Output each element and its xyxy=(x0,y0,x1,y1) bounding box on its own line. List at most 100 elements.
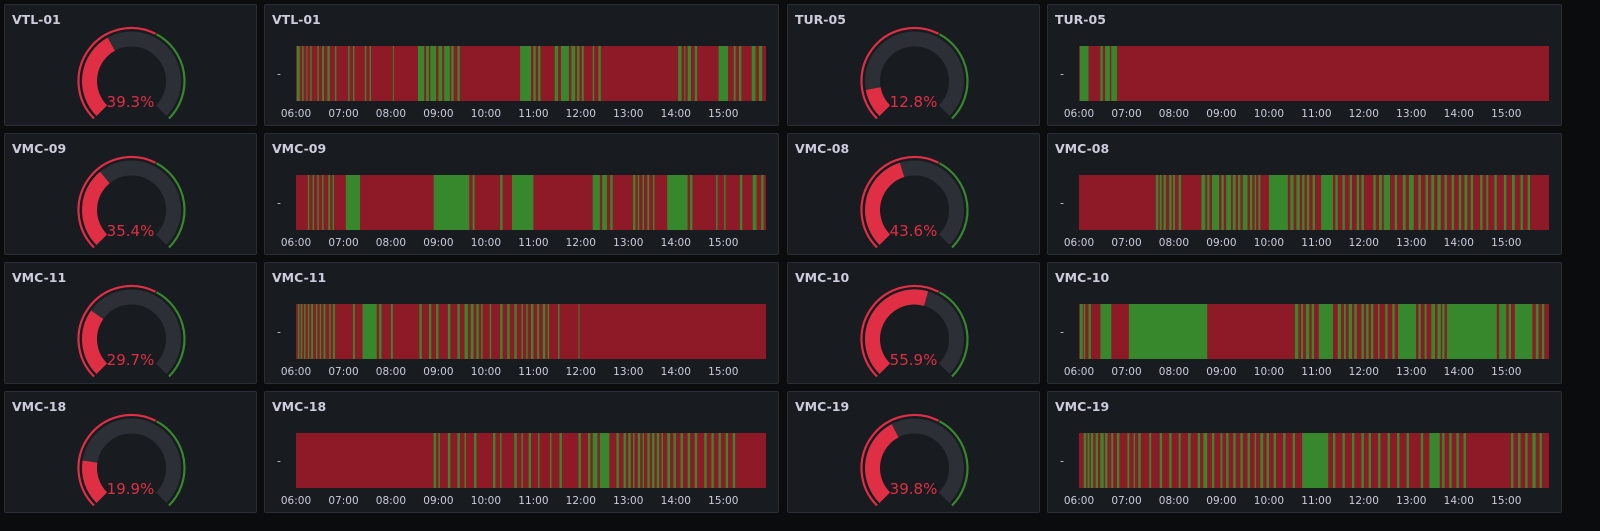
timeline-on-segment xyxy=(1387,433,1390,488)
timeline-on-segment xyxy=(571,46,576,101)
timeline-on-segment xyxy=(1431,175,1435,230)
timeline-on-segment xyxy=(1242,175,1248,230)
timeline-on-segment xyxy=(559,433,562,488)
gauge-panel[interactable]: TUR-05 12.8% xyxy=(787,4,1040,126)
state-timeline-panel[interactable]: VMC-10 - 06:00 07:00 08:00 09:00 10:00 11:00 12:… xyxy=(1047,262,1562,384)
timeline-on-segment xyxy=(1539,433,1542,488)
state-timeline-panel[interactable]: TUR-05 - 06:00 07:00 08:00 09:00 10:00 11:00 12:… xyxy=(1047,4,1562,126)
timeline-on-segment xyxy=(1249,175,1253,230)
timeline-on-segment xyxy=(680,433,683,488)
timeline-on-segment xyxy=(1273,433,1277,488)
timeline-panel-title: VMC-11 xyxy=(272,270,327,285)
timeline-on-segment xyxy=(739,175,743,230)
timeline-on-segment xyxy=(1238,175,1241,230)
timeline-on-segment xyxy=(493,433,496,488)
state-timeline-panel[interactable]: VMC-18 - 06:00 07:00 08:00 09:00 10:00 11:00 12:… xyxy=(264,391,779,513)
gauge-value: 19.9% xyxy=(106,480,155,498)
gauge-panel[interactable]: VMC-09 35.4% xyxy=(4,133,257,255)
gauge-value-arc xyxy=(865,424,899,503)
state-timeline-panel[interactable]: VMC-11 - 06:00 07:00 08:00 09:00 10:00 11:00 12:… xyxy=(264,262,779,384)
timeline-on-segment xyxy=(704,433,707,488)
time-tick-label: 08:00 xyxy=(376,366,406,378)
timeline-on-segment xyxy=(1418,175,1421,230)
time-tick-label: 14:00 xyxy=(661,366,691,378)
timeline-on-segment xyxy=(738,46,742,101)
timeline-on-segment xyxy=(481,304,483,359)
timeline-row-label: - xyxy=(277,68,281,81)
timeline-on-segment xyxy=(457,433,460,488)
timeline-on-segment xyxy=(1349,175,1352,230)
timeline-on-segment xyxy=(1429,433,1440,488)
gauge-chart xyxy=(860,155,969,249)
state-timeline-panel[interactable]: VMC-08 - 06:00 07:00 08:00 09:00 10:00 11:00 12:… xyxy=(1047,133,1562,255)
gauge-panel[interactable]: VMC-08 43.6% xyxy=(787,133,1040,255)
timeline-on-segment xyxy=(1354,304,1357,359)
timeline-on-segment xyxy=(637,175,640,230)
gauge-panel[interactable]: VMC-10 55.9% xyxy=(787,262,1040,384)
state-timeline-panel[interactable]: VMC-09 - 06:00 07:00 08:00 09:00 10:00 11:00 12:… xyxy=(264,133,779,255)
timeline-on-segment xyxy=(302,46,304,101)
timeline-on-segment xyxy=(526,304,528,359)
timeline-on-segment xyxy=(438,46,443,101)
time-tick-label: 07:00 xyxy=(1111,108,1141,120)
timeline-on-segment xyxy=(457,46,460,101)
state-timeline-panel[interactable]: VMC-19 - 06:00 07:00 08:00 09:00 10:00 11:00 12:… xyxy=(1047,391,1562,513)
timeline-on-segment xyxy=(718,433,721,488)
timeline-on-segment xyxy=(1337,304,1342,359)
timeline-on-segment xyxy=(538,46,541,101)
timeline-on-segment xyxy=(1406,433,1409,488)
timeline-on-segment xyxy=(1444,175,1447,230)
timeline-on-segment xyxy=(444,46,450,101)
timeline-on-segment xyxy=(1366,304,1369,359)
timeline-on-segment xyxy=(694,433,698,488)
timeline-panel-title: VMC-19 xyxy=(1055,399,1110,414)
gauge-panel[interactable]: VTL-01 39.3% xyxy=(4,4,257,126)
gauge-threshold-red xyxy=(77,26,157,120)
timeline-on-segment xyxy=(1356,175,1360,230)
gauge-threshold-green xyxy=(938,162,969,249)
timeline-on-segment xyxy=(328,175,331,230)
gauge-chart xyxy=(860,284,969,378)
timeline-row-label: - xyxy=(277,197,281,210)
gauge-panel[interactable]: VMC-18 19.9% xyxy=(4,391,257,513)
state-timeline-panel[interactable]: VTL-01 - 06:00 07:00 08:00 09:00 10:00 11:00 12:… xyxy=(264,4,779,126)
timeline-on-segment xyxy=(1254,433,1257,488)
timeline-on-segment xyxy=(1348,304,1352,359)
timeline-on-segment xyxy=(322,46,325,101)
timeline-on-segment xyxy=(1351,433,1355,488)
gauge-panel[interactable]: VMC-11 29.7% xyxy=(4,262,257,384)
timeline-on-segment xyxy=(1494,175,1497,230)
gauge-threshold-red xyxy=(860,155,940,249)
gauge-panel-title: VMC-19 xyxy=(795,399,850,414)
time-tick-label: 14:00 xyxy=(1444,237,1474,249)
timeline-on-segment xyxy=(306,46,308,101)
timeline-panel-title: VTL-01 xyxy=(272,12,321,27)
timeline-on-segment xyxy=(1105,46,1110,101)
timeline-on-segment xyxy=(1173,175,1175,230)
time-tick-label: 06:00 xyxy=(281,495,311,507)
timeline-on-segment xyxy=(307,175,310,230)
gauge-value-arc xyxy=(82,310,108,374)
gauge-value-arc xyxy=(82,460,108,503)
timeline-on-segment xyxy=(334,46,337,101)
timeline-on-segment xyxy=(718,46,729,101)
time-tick-label: 11:00 xyxy=(518,237,548,249)
timeline-on-segment xyxy=(1266,433,1269,488)
timeline-on-segment xyxy=(332,175,334,230)
timeline-on-segment xyxy=(1305,304,1310,359)
timeline-on-segment xyxy=(1321,175,1333,230)
timeline-on-segment xyxy=(1254,175,1257,230)
timeline-on-segment xyxy=(537,304,540,359)
time-tick-label: 15:00 xyxy=(708,366,738,378)
timeline-on-segment xyxy=(560,46,569,101)
time-tick-label: 15:00 xyxy=(1491,108,1521,120)
timeline-on-segment xyxy=(592,175,600,230)
timeline-on-segment xyxy=(1392,304,1395,359)
time-tick-label: 13:00 xyxy=(613,366,643,378)
gauge-panel[interactable]: VMC-19 39.8% xyxy=(787,391,1040,513)
gauge-chart xyxy=(77,155,186,249)
timeline-off-background xyxy=(1079,46,1549,101)
time-tick-label: 11:00 xyxy=(1301,108,1331,120)
timeline-on-segment xyxy=(307,304,310,359)
timeline-on-segment xyxy=(1226,175,1231,230)
